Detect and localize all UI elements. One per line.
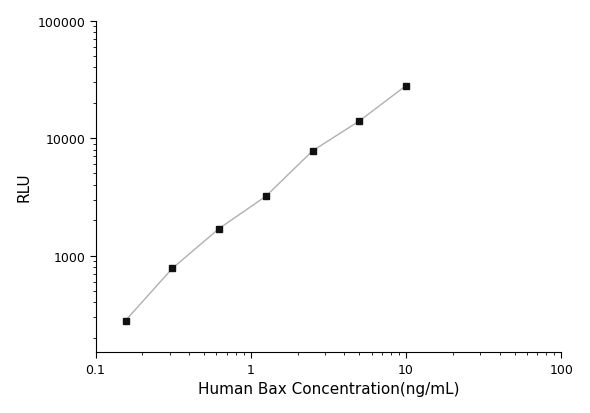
Y-axis label: RLU: RLU bbox=[17, 172, 32, 202]
X-axis label: Human Bax Concentration(ng/mL): Human Bax Concentration(ng/mL) bbox=[198, 382, 459, 396]
